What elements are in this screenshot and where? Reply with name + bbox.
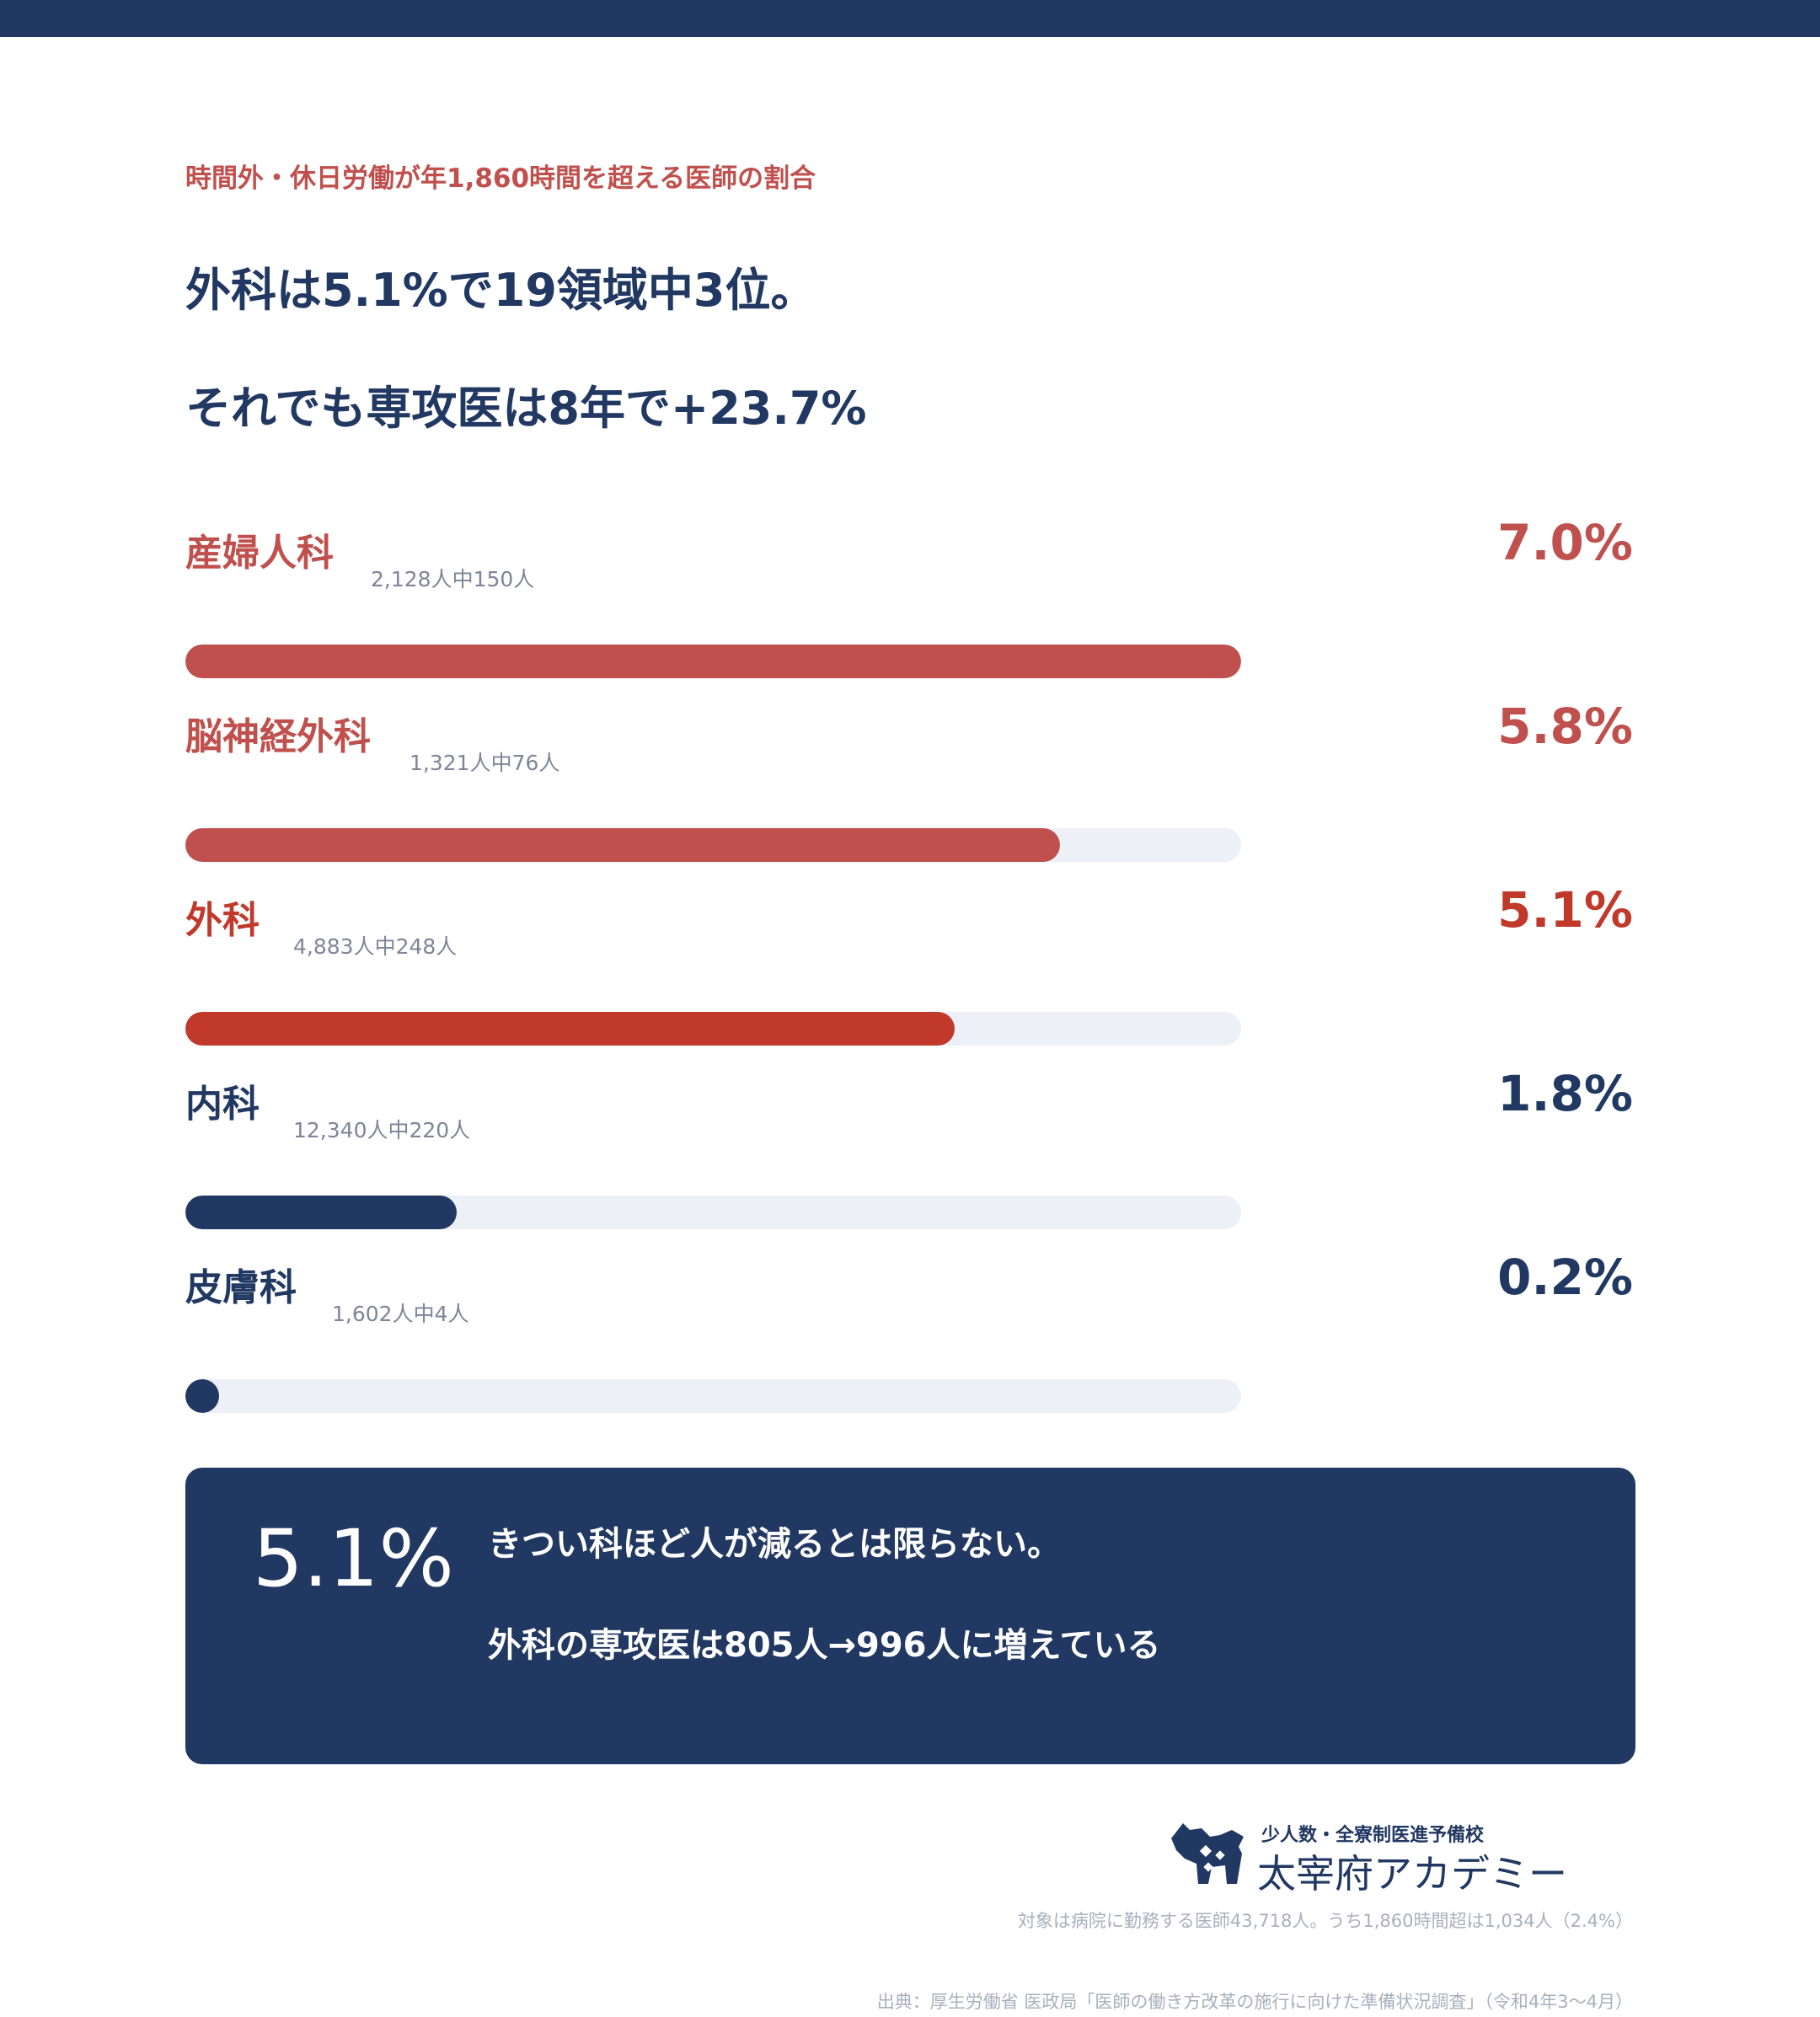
top-accent-bar (0, 0, 1820, 37)
category-label: 外科 (185, 899, 260, 942)
value-label: 0.2% (1497, 1249, 1633, 1306)
value-label: 5.1% (1497, 881, 1633, 939)
value-label: 7.0% (1497, 514, 1633, 571)
category-label: 脳神経外科 (185, 715, 371, 758)
footnote-source: 出典：厚生労働省 医政局「医師の働き方改革の施行に向けた準備状況調査」（令和4年… (876, 1992, 1633, 2012)
headline-line-2: それでも専攻医は8年で+23.7% (185, 382, 867, 435)
bar-track (185, 1196, 1241, 1229)
category-detail: 12,340人中220人 (293, 1118, 471, 1142)
logo-tagline: 少人数・全寮制医進予備校 (1261, 1824, 1485, 1846)
category-detail: 1,602人中4人 (332, 1302, 469, 1326)
headline-line-1: 外科は5.1%で19領域中3位。 (185, 264, 816, 317)
bar (185, 1012, 955, 1046)
value-label: 5.8% (1497, 698, 1633, 755)
bar (185, 1379, 219, 1413)
callout-line-2: 外科の専攻医は805人→996人に増えている (488, 1626, 1161, 1665)
value-label: 1.8% (1497, 1065, 1633, 1122)
category-detail: 1,321人中76人 (410, 751, 560, 775)
category-label: 皮膚科 (185, 1266, 297, 1309)
bar (185, 645, 1241, 678)
bar (185, 828, 1060, 862)
category-label: 内科 (185, 1083, 260, 1126)
category-label: 産婦人科 (185, 532, 334, 575)
brand-logo: 少人数・全寮制医進予備校 太宰府アカデミー (1164, 1813, 1636, 1897)
callout-line-1: きつい科ほど人が減るとは限らない。 (488, 1525, 1061, 1564)
bar (185, 1196, 457, 1229)
bar-track (185, 828, 1241, 862)
callout-big-value: 5.1% (253, 1513, 454, 1605)
category-detail: 2,128人中150人 (371, 567, 535, 591)
dog-mascot-icon (1171, 1823, 1244, 1884)
summary-callout: 5.1% きつい科ほど人が減るとは限らない。 外科の専攻医は805人→996人に… (185, 1468, 1635, 1764)
chart-eyebrow: 時間外・休日労働が年1,860時間を超える医師の割合 (185, 163, 816, 194)
bar-track (185, 1012, 1241, 1046)
category-detail: 4,883人中248人 (293, 934, 458, 959)
footnote-population: 対象は病院に勤務する医師43,718人。うち1,860時間超は1,034人（2.… (1017, 1911, 1633, 1931)
logo-name: 太宰府アカデミー (1257, 1851, 1567, 1897)
bar-track (185, 645, 1241, 678)
bar-track (185, 1379, 1241, 1413)
